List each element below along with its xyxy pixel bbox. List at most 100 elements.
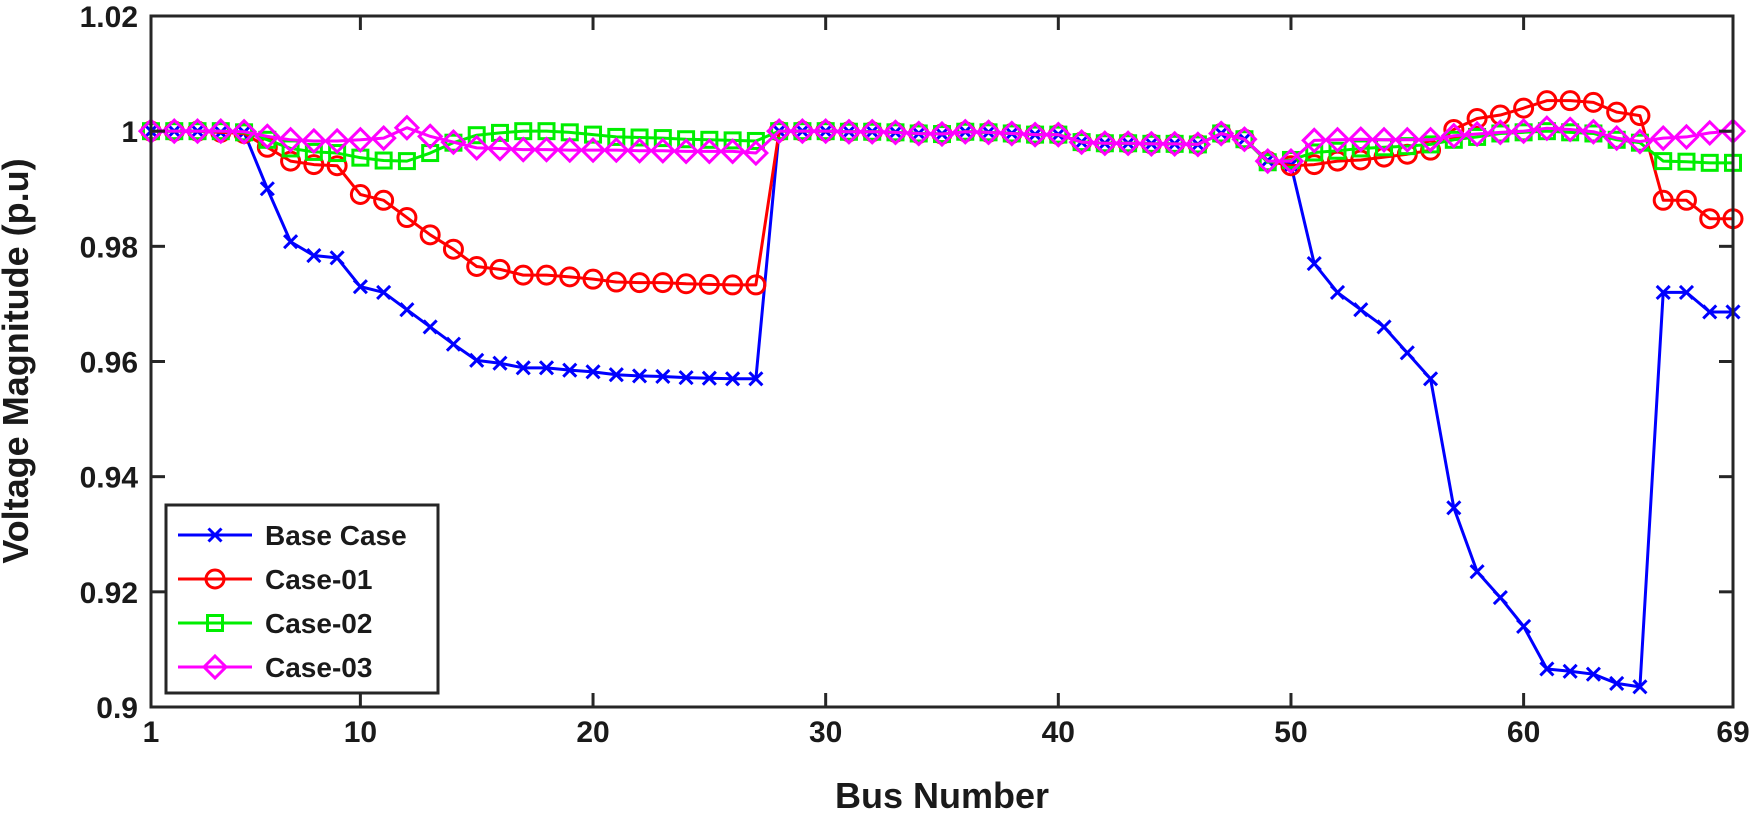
data-point [1045, 121, 1072, 148]
data-point [585, 364, 601, 380]
data-point [723, 131, 742, 150]
data-point [626, 137, 653, 164]
data-point [1184, 131, 1212, 158]
data-point [677, 130, 696, 149]
data-point [1277, 147, 1305, 175]
data-point [396, 207, 418, 229]
legend-marker [201, 653, 229, 681]
x-axis-label: Bus Number [835, 775, 1049, 811]
data-point [374, 151, 393, 170]
data-point [538, 360, 555, 376]
data-point [230, 118, 258, 145]
data-point [630, 128, 649, 147]
data-point [579, 137, 607, 164]
data-point [1303, 154, 1325, 176]
series-case-03 [137, 114, 1747, 175]
data-point [1650, 124, 1677, 152]
data-point [655, 368, 671, 385]
y-tick-label: 1.02 [80, 1, 138, 34]
data-point [1463, 120, 1491, 148]
data-point [649, 137, 676, 164]
x-tick-label: 50 [1274, 716, 1307, 749]
data-point [812, 118, 839, 145]
data-point [1417, 126, 1444, 153]
data-point [1301, 127, 1328, 154]
data-point [605, 271, 627, 293]
x-tick-label: 1 [143, 716, 160, 749]
data-point [1114, 130, 1142, 157]
legend: Base Case Case-01 Case-02 Case-03 [164, 503, 440, 695]
data-point [184, 118, 211, 145]
data-point [882, 119, 909, 146]
data-point [1351, 139, 1370, 158]
data-point [422, 319, 438, 335]
data-point [701, 370, 717, 386]
data-point [748, 371, 764, 387]
data-point [1513, 97, 1535, 119]
data-point [492, 355, 508, 371]
data-point [675, 273, 697, 295]
data-point [399, 302, 415, 318]
data-point [1606, 101, 1628, 123]
legend-marker [207, 527, 223, 543]
data-point [607, 127, 626, 146]
data-point [859, 118, 886, 145]
x-tick-label: 10 [344, 716, 377, 749]
y-tick-label: 1 [121, 116, 138, 149]
series-layer [137, 90, 1747, 695]
data-point [323, 127, 351, 155]
y-tick-label: 0.9 [96, 692, 138, 725]
data-point [303, 154, 325, 176]
data-point [1329, 284, 1346, 300]
data-point [952, 118, 979, 145]
data-point [440, 128, 467, 156]
data-point [1328, 141, 1347, 160]
legend-marker [206, 614, 224, 632]
data-point [1231, 126, 1258, 153]
data-point [1675, 189, 1697, 211]
data-point [207, 118, 234, 145]
x-tick-label: 60 [1507, 716, 1540, 749]
data-point [1557, 116, 1584, 143]
data-point [161, 118, 188, 145]
data-point [489, 258, 511, 280]
data-point [467, 126, 486, 145]
legend-label: Case-01 [265, 564, 372, 595]
data-point [1603, 124, 1630, 152]
data-point [1585, 666, 1601, 682]
data-point [510, 136, 537, 163]
data-point [1582, 91, 1604, 113]
data-point [1696, 119, 1723, 147]
data-point [463, 134, 490, 161]
data-point [376, 284, 392, 300]
data-point [1399, 345, 1415, 361]
data-point [349, 184, 371, 206]
data-point [1539, 661, 1555, 677]
data-point [512, 264, 534, 286]
ticks-layer: 1 10 20 30 40 50 60 69 0.9 0.92 0.94 0.96 0.98 1 1.02 [80, 1, 1750, 749]
data-point [766, 118, 793, 145]
data-point [1487, 119, 1514, 146]
data-point [725, 371, 741, 387]
data-point [1562, 663, 1578, 679]
x-tick-label: 40 [1042, 716, 1075, 749]
data-point [556, 137, 583, 164]
data-point [1161, 130, 1188, 157]
data-point [1021, 121, 1049, 148]
data-point [306, 247, 322, 264]
data-point [1632, 679, 1648, 695]
data-point [652, 272, 674, 294]
data-point [370, 124, 397, 152]
data-point [1376, 319, 1392, 335]
data-point [326, 155, 348, 177]
legend-marker [204, 568, 226, 590]
data-point [1702, 304, 1718, 320]
data-point [1492, 590, 1508, 606]
data-point [259, 181, 275, 197]
data-point [1700, 153, 1719, 172]
data-point [722, 274, 744, 296]
data-point [998, 120, 1025, 147]
legend-entry: Case-03 [178, 652, 372, 683]
